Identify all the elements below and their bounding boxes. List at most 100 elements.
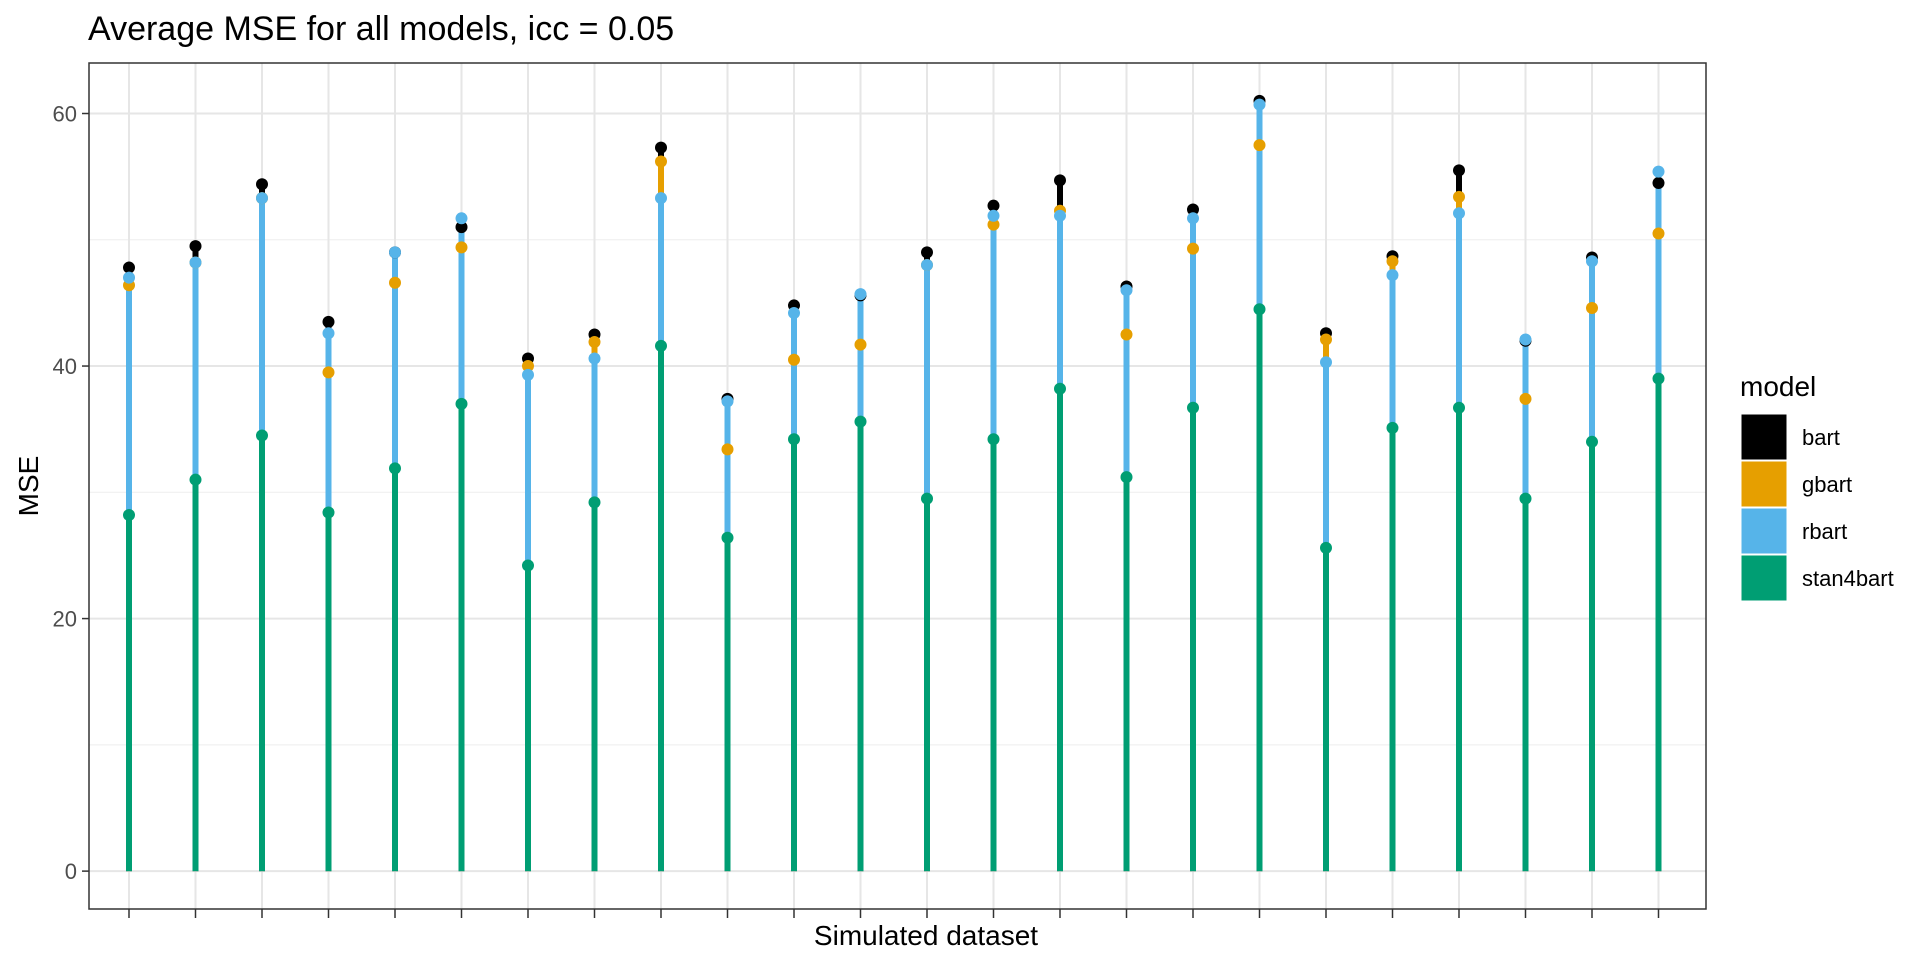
point-rbart bbox=[322, 327, 335, 340]
point-rbart bbox=[189, 256, 202, 269]
point-stan4bart bbox=[189, 473, 202, 486]
point-gbart bbox=[389, 276, 401, 289]
point-rbart bbox=[788, 307, 800, 320]
legend-key-stan4bart bbox=[1740, 554, 1788, 602]
point-gbart bbox=[1253, 139, 1266, 152]
point-stan4bart bbox=[1652, 372, 1665, 385]
point-stan4bart bbox=[1586, 435, 1598, 448]
point-gbart bbox=[1187, 242, 1199, 255]
point-rbart bbox=[522, 368, 534, 381]
legend-label-rbart: rbart bbox=[1802, 519, 1847, 544]
point-gbart bbox=[987, 218, 1000, 231]
point-bart bbox=[655, 141, 667, 154]
y-axis-title: MSE bbox=[13, 456, 44, 517]
point-gbart bbox=[721, 443, 734, 456]
legend-key-bart bbox=[1740, 413, 1788, 461]
point-rbart bbox=[921, 259, 933, 272]
point-gbart bbox=[522, 360, 534, 373]
point-gbart bbox=[1453, 190, 1465, 203]
point-bart bbox=[1187, 203, 1199, 216]
point-bart bbox=[322, 315, 335, 328]
legend-label-stan4bart: stan4bart bbox=[1802, 566, 1894, 591]
point-rbart bbox=[655, 192, 667, 205]
plot-background bbox=[89, 63, 1706, 909]
point-bart bbox=[455, 221, 468, 234]
point-rbart bbox=[1054, 209, 1066, 222]
point-stan4bart bbox=[522, 559, 534, 572]
point-rbart bbox=[987, 209, 1000, 222]
point-gbart bbox=[1519, 392, 1532, 405]
point-rbart bbox=[1120, 284, 1133, 297]
point-rbart bbox=[721, 395, 734, 408]
point-rbart bbox=[1586, 255, 1598, 268]
point-gbart bbox=[1586, 301, 1598, 314]
y-tick-label: 60 bbox=[53, 102, 77, 127]
point-rbart bbox=[1453, 207, 1465, 220]
point-stan4bart bbox=[1453, 401, 1465, 414]
point-stan4bart bbox=[1253, 303, 1266, 316]
y-tick-label: 20 bbox=[53, 607, 77, 632]
point-gbart bbox=[1320, 333, 1332, 346]
point-stan4bart bbox=[921, 492, 933, 505]
legend-title: model bbox=[1740, 371, 1816, 402]
point-rbart bbox=[455, 212, 468, 225]
point-stan4bart bbox=[123, 509, 135, 522]
point-bart bbox=[1652, 176, 1665, 189]
point-rbart bbox=[1187, 212, 1199, 225]
point-rbart bbox=[1253, 98, 1266, 111]
point-stan4bart bbox=[455, 397, 468, 410]
point-rbart bbox=[1519, 333, 1532, 346]
legend-label-gbart: gbart bbox=[1802, 472, 1852, 497]
point-stan4bart bbox=[389, 462, 401, 475]
point-rbart bbox=[256, 192, 268, 205]
point-bart bbox=[1054, 174, 1066, 187]
point-stan4bart bbox=[1519, 492, 1532, 505]
point-bart bbox=[189, 240, 202, 253]
point-stan4bart bbox=[1320, 541, 1332, 554]
point-gbart bbox=[1386, 255, 1399, 268]
point-bart bbox=[1453, 164, 1465, 177]
chart-title: Average MSE for all models, icc = 0.05 bbox=[88, 10, 674, 48]
point-stan4bart bbox=[588, 496, 601, 509]
point-stan4bart bbox=[1187, 401, 1199, 414]
plot-panel-border bbox=[88, 62, 1707, 910]
point-rbart bbox=[123, 271, 135, 284]
point-rbart bbox=[389, 246, 401, 259]
point-rbart bbox=[1320, 356, 1332, 369]
legend-label-bart: bart bbox=[1802, 425, 1840, 450]
point-stan4bart bbox=[1386, 421, 1399, 434]
axes: 0 20 40 60 bbox=[53, 102, 1660, 918]
point-rbart bbox=[1652, 165, 1665, 178]
point-bart bbox=[256, 178, 268, 191]
point-stan4bart bbox=[854, 415, 867, 428]
point-stan4bart bbox=[655, 339, 667, 352]
point-stan4bart bbox=[1054, 382, 1066, 395]
legend-key-gbart bbox=[1740, 460, 1788, 508]
point-stan4bart bbox=[721, 531, 734, 544]
data-series bbox=[123, 94, 1665, 872]
point-bart bbox=[987, 199, 1000, 212]
point-gbart bbox=[588, 336, 601, 349]
y-tick-label: 0 bbox=[65, 859, 77, 884]
point-gbart bbox=[788, 353, 800, 366]
point-bart bbox=[921, 246, 933, 259]
point-stan4bart bbox=[788, 433, 800, 446]
gridlines bbox=[89, 63, 1706, 909]
legend: model bart gbart rbart stan4bart bbox=[1740, 371, 1894, 602]
point-rbart bbox=[854, 288, 867, 301]
point-stan4bart bbox=[1120, 471, 1133, 484]
point-stan4bart bbox=[256, 429, 268, 442]
point-bart bbox=[123, 261, 135, 274]
point-gbart bbox=[854, 338, 867, 351]
point-gbart bbox=[1652, 227, 1665, 240]
point-gbart bbox=[322, 366, 335, 379]
point-gbart bbox=[1120, 328, 1133, 341]
y-tick-label: 40 bbox=[53, 354, 77, 379]
point-stan4bart bbox=[987, 433, 1000, 446]
point-stan4bart bbox=[322, 506, 335, 519]
x-axis-title: Simulated dataset bbox=[814, 920, 1038, 951]
point-rbart bbox=[1386, 269, 1399, 282]
point-gbart bbox=[655, 155, 667, 168]
point-gbart bbox=[455, 241, 468, 254]
